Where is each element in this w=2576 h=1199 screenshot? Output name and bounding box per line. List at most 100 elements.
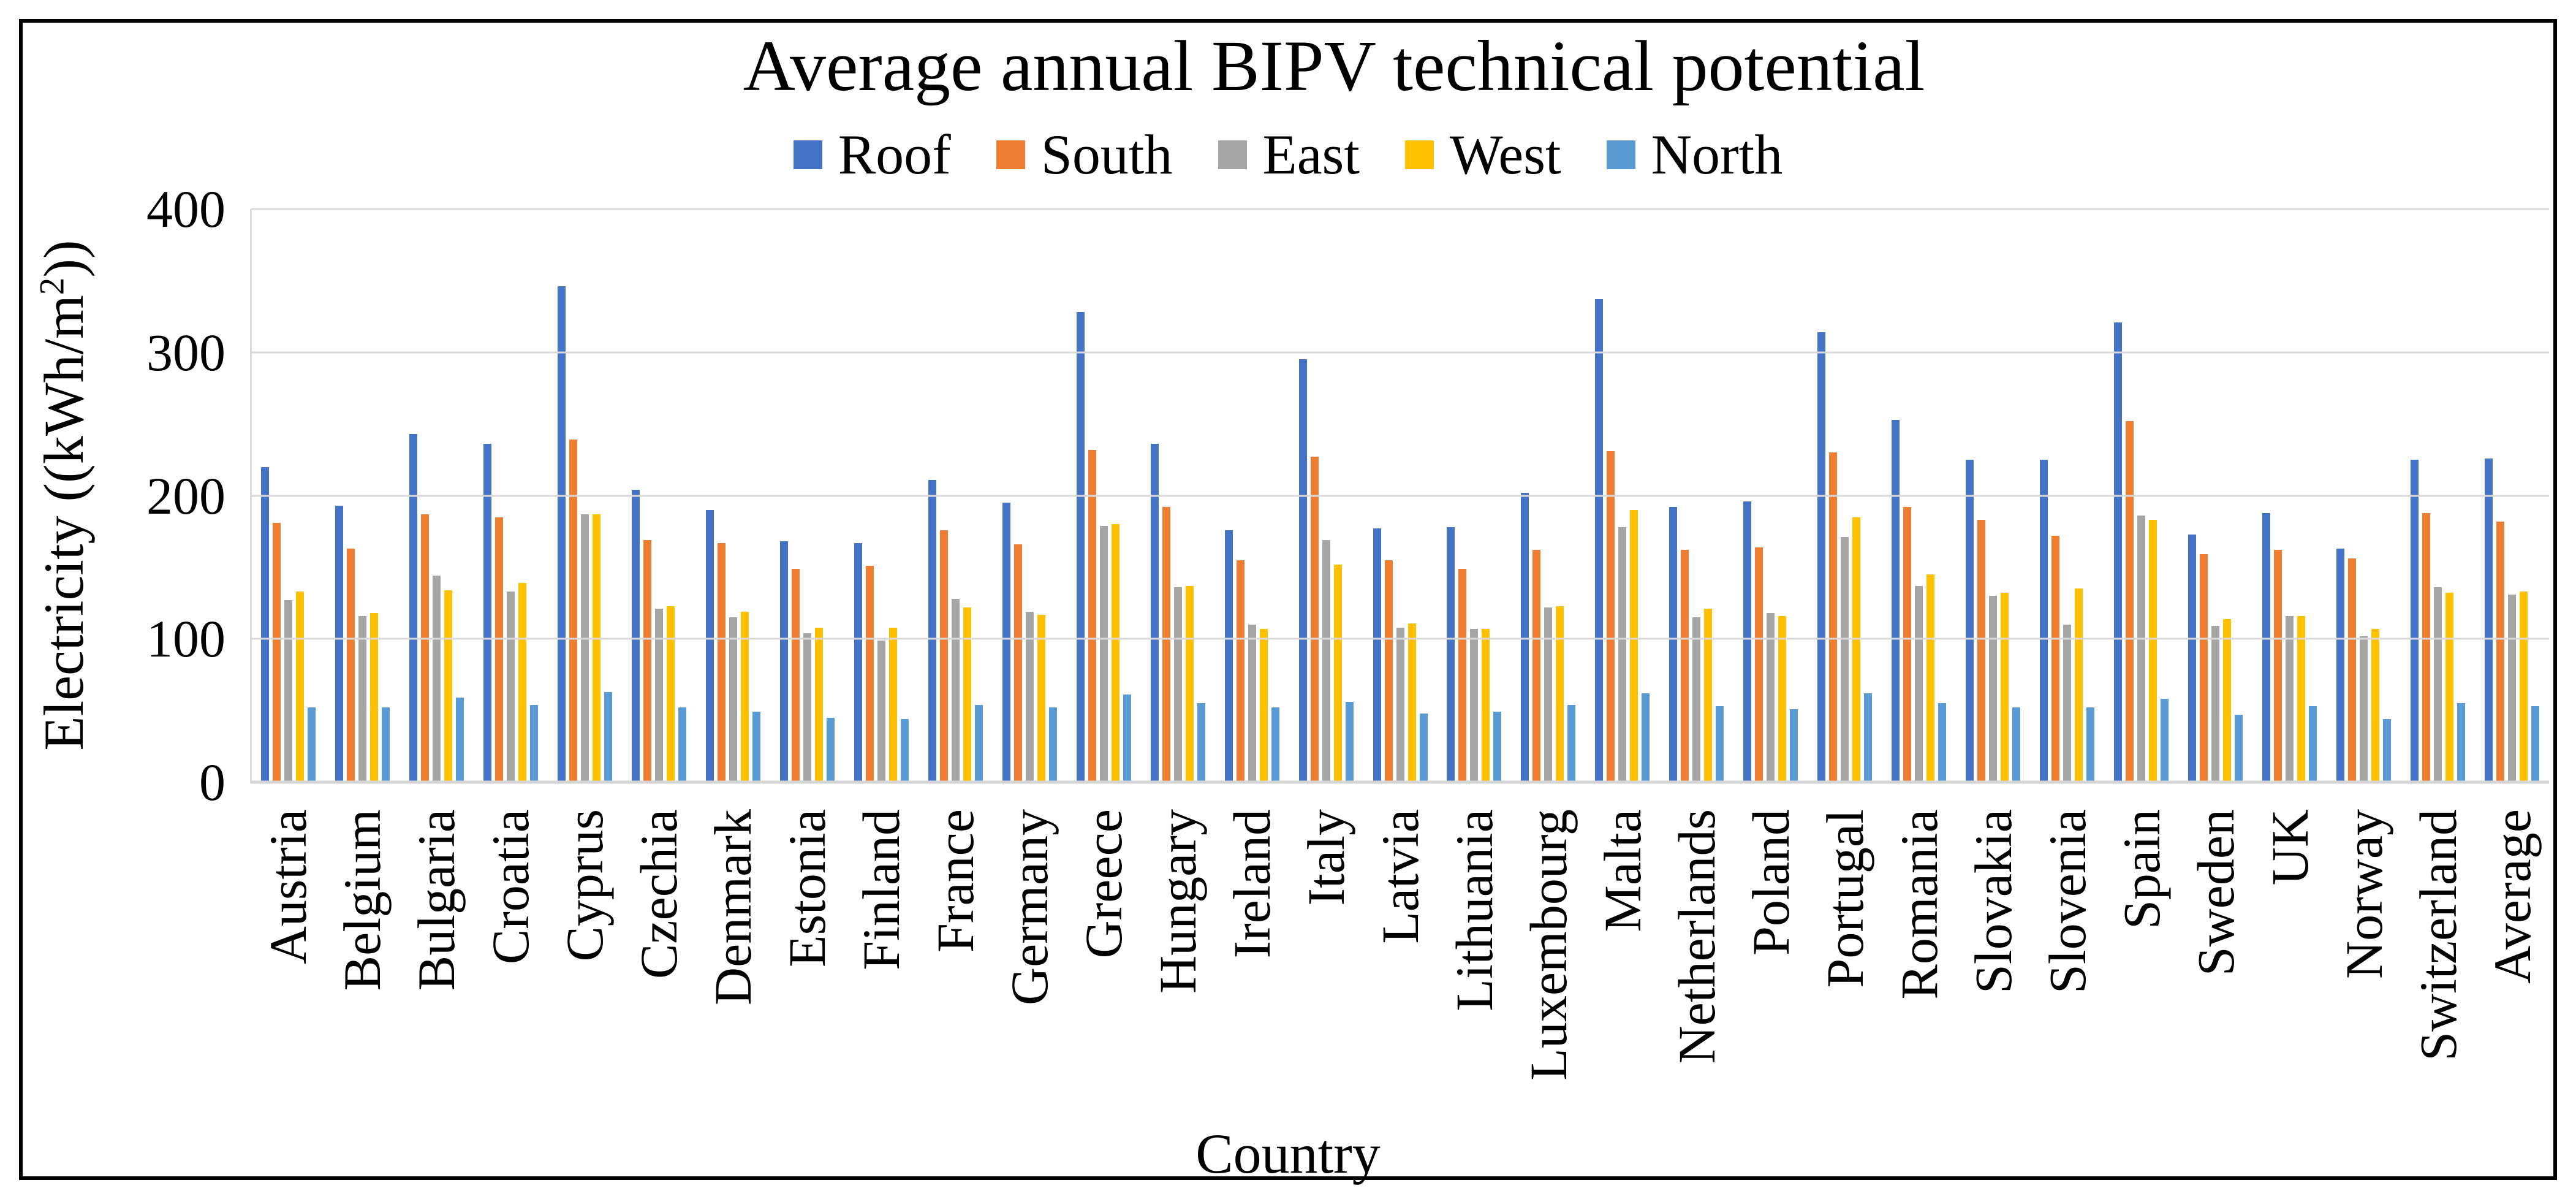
x-category-label-france: France — [926, 809, 985, 953]
bar-north-netherlands — [1716, 706, 1724, 782]
bar-north-poland — [1790, 709, 1798, 782]
x-category-label-sweden: Sweden — [2186, 809, 2245, 976]
bar-west-austria — [295, 592, 304, 782]
bar-group-germany — [993, 209, 1067, 782]
bar-east-denmark — [729, 617, 737, 782]
x-label-cell-finland: Finland — [844, 809, 919, 1122]
legend-item-north: North — [1606, 123, 1783, 186]
bar-roof-romania — [1892, 419, 1900, 782]
bar-south-romania — [1903, 507, 1912, 782]
bar-north-estonia — [826, 717, 835, 782]
bar-east-average — [2508, 594, 2517, 782]
bar-west-slovakia — [2001, 593, 2009, 782]
bar-east-poland — [1767, 613, 1775, 782]
bar-roof-cyprus — [557, 286, 566, 782]
bar-group-spain — [2104, 209, 2178, 782]
bar-roof-poland — [1743, 501, 1752, 782]
x-axis-category-labels: Austria Belgium Bulgaria Croatia Cyprus Czech… — [251, 809, 2549, 1122]
x-label-cell-germany: Germany — [993, 809, 1067, 1122]
x-axis-title: Country — [1195, 1122, 1381, 1185]
x-label-cell-austria: Austria — [251, 809, 325, 1122]
x-label-cell-luxembourg: Luxembourg — [1511, 809, 1585, 1122]
bar-south-malta — [1607, 451, 1615, 782]
gridline-y-100 — [251, 638, 2549, 640]
y-axis-title-superscript: 2 — [32, 277, 72, 295]
bar-north-croatia — [529, 704, 538, 782]
x-category-label-luxembourg: Luxembourg — [1518, 809, 1578, 1081]
bar-east-croatia — [506, 592, 515, 782]
legend-label-north: North — [1651, 123, 1783, 186]
bar-west-estonia — [814, 627, 823, 782]
bar-east-bulgaria — [432, 576, 441, 782]
bar-roof-portugal — [1817, 332, 1826, 782]
bar-roof-france — [928, 479, 936, 782]
bar-east-greece — [1099, 525, 1108, 782]
bar-roof-sweden — [2188, 534, 2197, 782]
bar-south-portugal — [1829, 452, 1838, 782]
bar-south-croatia — [494, 517, 503, 782]
bar-group-austria — [251, 209, 325, 782]
x-label-cell-greece: Greece — [1067, 809, 1141, 1122]
x-category-label-finland: Finland — [852, 809, 911, 970]
bar-west-malta — [1630, 509, 1638, 782]
bar-south-lithuania — [1458, 568, 1467, 782]
bar-roof-slovakia — [1966, 460, 1974, 782]
bar-north-slovakia — [2012, 707, 2021, 782]
legend-item-west: West — [1404, 123, 1561, 186]
bar-west-croatia — [518, 583, 526, 782]
y-tick-label-300: 300 — [146, 322, 225, 382]
y-tick-label-100: 100 — [146, 609, 225, 669]
legend-item-east: East — [1218, 126, 1360, 183]
bar-group-portugal — [1808, 209, 1882, 782]
bar-group-italy — [1289, 209, 1363, 782]
bar-north-austria — [307, 707, 316, 782]
bar-roof-italy — [1298, 359, 1307, 782]
x-label-cell-poland: Poland — [1733, 809, 1808, 1122]
bar-east-ireland — [1248, 624, 1256, 782]
bar-east-uk — [2286, 615, 2294, 782]
legend-label-west: West — [1449, 123, 1561, 186]
gridline-y-400 — [251, 208, 2549, 210]
bar-north-czechia — [678, 707, 686, 782]
legend-label-east: East — [1262, 123, 1360, 186]
bar-east-sweden — [2211, 626, 2220, 782]
bar-group-malta — [1585, 209, 1659, 782]
bar-north-greece — [1123, 695, 1131, 782]
x-category-label-spain: Spain — [2112, 809, 2171, 929]
chart-title: Average annual BIPV technical potential — [743, 26, 1925, 106]
x-category-label-ireland: Ireland — [1222, 809, 1282, 959]
bar-group-sweden — [2178, 209, 2252, 782]
x-category-label-average: Average — [2482, 809, 2542, 984]
bar-group-finland — [844, 209, 919, 782]
bar-north-malta — [1642, 693, 1650, 782]
bar-roof-ireland — [1224, 530, 1233, 782]
bar-group-luxembourg — [1511, 209, 1585, 782]
bar-east-germany — [1025, 611, 1034, 782]
y-axis-title-text: Electricity ((kWh/m — [32, 295, 95, 751]
plot-area — [250, 208, 2549, 784]
bar-south-cyprus — [569, 440, 577, 782]
bar-west-romania — [1926, 574, 1935, 782]
bar-west-denmark — [740, 611, 749, 782]
bar-north-france — [974, 704, 983, 782]
legend: Roof South East West North — [0, 126, 2576, 183]
bar-north-switzerland — [2457, 703, 2466, 782]
bar-north-belgium — [381, 707, 390, 782]
bar-south-latvia — [1384, 560, 1393, 782]
bar-roof-malta — [1595, 299, 1604, 782]
bar-south-average — [2496, 521, 2505, 782]
legend-swatch-roof-icon — [793, 140, 822, 169]
bar-group-cyprus — [548, 209, 622, 782]
bar-roof-norway — [2336, 549, 2345, 782]
x-label-cell-norway: Norway — [2327, 809, 2401, 1122]
bar-north-slovenia — [2086, 707, 2095, 782]
bar-west-belgium — [369, 613, 378, 782]
x-label-cell-belgium: Belgium — [325, 809, 400, 1122]
x-category-label-slovakia: Slovakia — [1963, 809, 2023, 994]
bar-north-sweden — [2235, 715, 2243, 782]
x-category-label-latvia: Latvia — [1371, 809, 1430, 944]
bar-roof-spain — [2114, 322, 2123, 782]
bar-north-latvia — [1419, 713, 1428, 782]
bar-group-estonia — [770, 209, 844, 782]
legend-swatch-south-icon — [996, 140, 1025, 169]
